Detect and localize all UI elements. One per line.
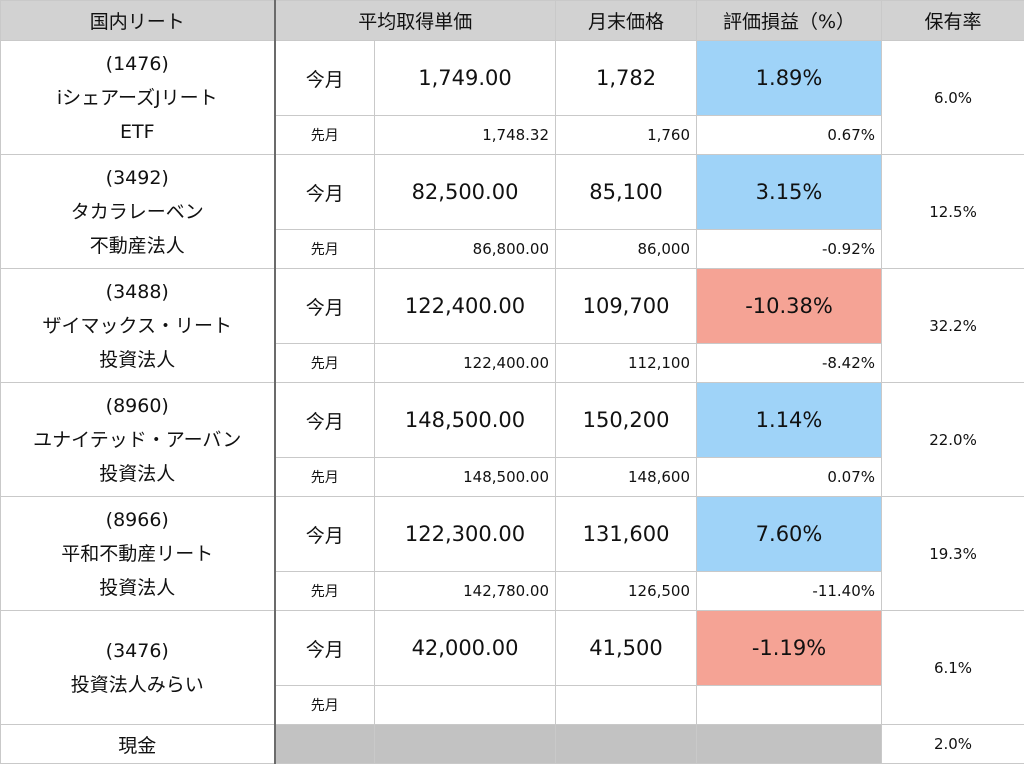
reit-name-line: 不動産法人: [1, 229, 274, 263]
pl-now: 1.89%: [697, 41, 882, 116]
price-prev: 126,500: [556, 572, 697, 611]
pl-now: 3.15%: [697, 155, 882, 230]
price-prev: 112,100: [556, 344, 697, 383]
this-month-label: 今月: [275, 611, 375, 686]
holding-ratio: 22.0%: [882, 383, 1024, 497]
reit-name-cell: (8966)平和不動産リート投資法人: [1, 497, 275, 611]
reit-code: (8966): [1, 503, 274, 537]
reit-name-line: 平和不動産リート: [1, 537, 274, 571]
pl-prev: -8.42%: [697, 344, 882, 383]
avg-cost-now: 82,500.00: [375, 155, 556, 230]
holding-ratio: 19.3%: [882, 497, 1024, 611]
header-row: 国内リート 平均取得単価 月末価格 評価損益（%） 保有率: [1, 1, 1024, 41]
holding-ratio: 32.2%: [882, 269, 1024, 383]
pl-prev: [697, 686, 882, 725]
avg-cost-prev: 148,500.00: [375, 458, 556, 497]
reit-name-line: 投資法人みらい: [1, 668, 274, 702]
reit-code: (3492): [1, 161, 274, 195]
header-holding-ratio: 保有率: [882, 1, 1024, 41]
pl-now: 7.60%: [697, 497, 882, 572]
pl-prev: 0.67%: [697, 116, 882, 155]
pl-now: -10.38%: [697, 269, 882, 344]
price-now: 41,500: [556, 611, 697, 686]
cash-blank-cell: [556, 725, 697, 764]
avg-cost-prev: 1,748.32: [375, 116, 556, 155]
cash-blank-cell: [275, 725, 375, 764]
price-now: 131,600: [556, 497, 697, 572]
reit-code: (1476): [1, 47, 274, 81]
last-month-label: 先月: [275, 686, 375, 725]
header-unrealized-pl: 評価損益（%）: [697, 1, 882, 41]
reit-name-line: ザイマックス・リート: [1, 309, 274, 343]
price-now: 1,782: [556, 41, 697, 116]
last-month-label: 先月: [275, 116, 375, 155]
this-month-label: 今月: [275, 269, 375, 344]
this-month-label: 今月: [275, 383, 375, 458]
avg-cost-now: 148,500.00: [375, 383, 556, 458]
cash-row: 現金 2.0%: [1, 725, 1024, 764]
pl-prev: -0.92%: [697, 230, 882, 269]
cash-blank-cell: [375, 725, 556, 764]
last-month-label: 先月: [275, 458, 375, 497]
avg-cost-prev: [375, 686, 556, 725]
cash-label: 現金: [1, 725, 275, 764]
header-name: 国内リート: [1, 1, 275, 41]
price-prev: 148,600: [556, 458, 697, 497]
cash-ratio: 2.0%: [882, 725, 1024, 764]
reit-name-line: 投資法人: [1, 457, 274, 491]
avg-cost-now: 42,000.00: [375, 611, 556, 686]
avg-cost-prev: 122,400.00: [375, 344, 556, 383]
cash-blank-cell: [697, 725, 882, 764]
last-month-label: 先月: [275, 572, 375, 611]
reit-name-line: ETF: [1, 115, 274, 149]
this-month-label: 今月: [275, 155, 375, 230]
price-prev: 86,000: [556, 230, 697, 269]
price-now: 109,700: [556, 269, 697, 344]
avg-cost-now: 122,400.00: [375, 269, 556, 344]
holding-ratio: 6.0%: [882, 41, 1024, 155]
reit-code: (3488): [1, 275, 274, 309]
avg-cost-prev: 142,780.00: [375, 572, 556, 611]
reit-name-cell: (3492)タカラレーベン不動産法人: [1, 155, 275, 269]
holding-ratio: 12.5%: [882, 155, 1024, 269]
header-avg-cost: 平均取得単価: [275, 1, 556, 41]
holding-ratio: 6.1%: [882, 611, 1024, 725]
price-prev: 1,760: [556, 116, 697, 155]
avg-cost-prev: 86,800.00: [375, 230, 556, 269]
reit-name-cell: (8960)ユナイテッド・アーバン投資法人: [1, 383, 275, 497]
last-month-label: 先月: [275, 230, 375, 269]
reit-name-cell: (3476)投資法人みらい: [1, 611, 275, 725]
reit-name-cell: (3488)ザイマックス・リート投資法人: [1, 269, 275, 383]
reit-name-line: 投資法人: [1, 343, 274, 377]
reit-name-line: 投資法人: [1, 571, 274, 605]
reit-name-line: タカラレーベン: [1, 195, 274, 229]
this-month-label: 今月: [275, 497, 375, 572]
price-now: 150,200: [556, 383, 697, 458]
pl-now: 1.14%: [697, 383, 882, 458]
this-month-label: 今月: [275, 41, 375, 116]
reit-code: (8960): [1, 389, 274, 423]
reit-name-line: ユナイテッド・アーバン: [1, 423, 274, 457]
pl-prev: 0.07%: [697, 458, 882, 497]
pl-prev: -11.40%: [697, 572, 882, 611]
avg-cost-now: 122,300.00: [375, 497, 556, 572]
reit-code: (3476): [1, 634, 274, 668]
pl-now: -1.19%: [697, 611, 882, 686]
header-month-end-price: 月末価格: [556, 1, 697, 41]
price-prev: [556, 686, 697, 725]
avg-cost-now: 1,749.00: [375, 41, 556, 116]
price-now: 85,100: [556, 155, 697, 230]
reit-name-line: iシェアーズJリート: [1, 81, 274, 115]
last-month-label: 先月: [275, 344, 375, 383]
